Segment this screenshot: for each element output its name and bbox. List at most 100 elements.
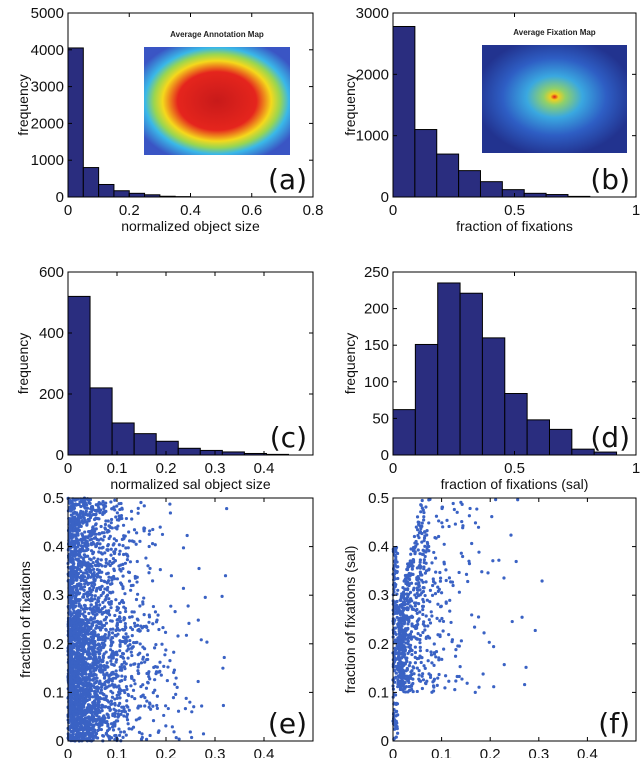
scatter-point	[457, 570, 461, 575]
scatter-point	[136, 653, 140, 657]
scatter-point	[76, 649, 80, 653]
scatter-point	[67, 532, 72, 536]
scatter-point	[128, 639, 132, 643]
scatter-point	[73, 545, 77, 549]
scatter-point	[168, 502, 172, 506]
scatter-point	[85, 687, 89, 692]
scatter-point	[173, 610, 177, 614]
scatter-point	[409, 635, 413, 640]
scatter-point	[98, 587, 103, 592]
scatter-point	[397, 674, 401, 678]
scatter-point	[394, 719, 398, 723]
scatter-point	[98, 570, 103, 574]
scatter-point	[438, 579, 443, 583]
scatter-point	[78, 611, 82, 616]
scatter-point	[126, 656, 130, 660]
scatter-point	[161, 625, 165, 630]
scatter-point	[97, 501, 101, 505]
scatter-point	[407, 663, 411, 668]
scatter-point	[99, 727, 104, 732]
scatter-point	[405, 592, 409, 596]
scatter-point	[80, 678, 84, 682]
scatter-point	[135, 531, 139, 535]
scatter-point	[122, 730, 126, 734]
scatter-point	[105, 698, 110, 703]
scatter-point	[406, 587, 410, 591]
scatter-point	[137, 671, 141, 675]
scatter-point	[402, 653, 406, 657]
scatter-point	[434, 514, 439, 518]
scatter-point	[158, 660, 162, 664]
scatter-point	[68, 627, 73, 632]
scatter-point	[85, 523, 89, 527]
scatter-point	[403, 690, 408, 694]
scatter-point	[404, 674, 409, 678]
scatter-point	[411, 681, 415, 686]
scatter-point	[418, 558, 422, 562]
scatter-point	[125, 712, 130, 716]
scatter-point	[119, 712, 123, 716]
scatter-point	[396, 685, 400, 689]
x-tick-label: 0.2	[156, 460, 177, 477]
scatter-point	[406, 627, 410, 631]
scatter-point	[416, 548, 420, 552]
scatter-point	[90, 623, 94, 627]
scatter-point	[109, 702, 113, 706]
scatter-point	[417, 602, 421, 606]
scatter-point	[487, 640, 491, 644]
y-axis-label: fraction of fixations (sal)	[342, 546, 358, 694]
scatter-point	[417, 673, 421, 677]
scatter-point	[142, 529, 146, 533]
scatter-point	[82, 563, 86, 567]
scatter-point	[196, 618, 200, 622]
scatter-point	[99, 659, 104, 663]
scatter-point	[93, 707, 98, 711]
scatter-point	[89, 581, 94, 585]
scatter-point	[91, 550, 96, 554]
scatter-point	[94, 589, 98, 593]
scatter-point	[420, 540, 424, 544]
scatter-point	[221, 666, 225, 670]
scatter-point	[147, 571, 151, 575]
scatter-point	[441, 619, 446, 624]
scatter-point	[441, 525, 445, 529]
scatter-point	[107, 613, 112, 617]
scatter-point	[400, 617, 404, 621]
scatter-point	[457, 590, 461, 594]
scatter-point	[432, 685, 436, 689]
scatter-point	[74, 573, 78, 578]
scatter-point	[397, 618, 401, 622]
scatter-point	[399, 683, 404, 687]
scatter-point	[94, 712, 99, 717]
scatter-point	[85, 639, 89, 643]
scatter-point	[392, 581, 397, 585]
scatter-point	[414, 525, 418, 529]
scatter-point	[166, 706, 170, 711]
scatter-point	[131, 725, 136, 729]
scatter-point	[97, 700, 101, 704]
scatter-point	[147, 613, 151, 617]
scatter-point	[186, 604, 190, 608]
scatter-point	[122, 714, 126, 718]
scatter-point	[415, 611, 419, 616]
scatter-point	[398, 666, 402, 670]
scatter-point	[104, 679, 109, 683]
scatter-point	[73, 605, 77, 609]
scatter-point	[404, 669, 408, 673]
scatter-point	[91, 723, 95, 727]
scatter-point	[87, 675, 91, 680]
scatter-point	[428, 621, 433, 625]
scatter-point	[442, 542, 446, 546]
scatter-point	[109, 638, 113, 642]
scatter-point	[88, 606, 92, 610]
scatter-point	[201, 732, 206, 736]
scatter-point	[443, 686, 447, 690]
scatter-point	[68, 559, 72, 563]
scatter-point	[101, 590, 106, 594]
scatter-point	[184, 633, 189, 637]
scatter-point	[127, 530, 131, 534]
scatter-point	[421, 586, 425, 590]
scatter-point	[396, 588, 400, 592]
scatter-point	[104, 519, 108, 523]
scatter-point	[110, 526, 114, 530]
